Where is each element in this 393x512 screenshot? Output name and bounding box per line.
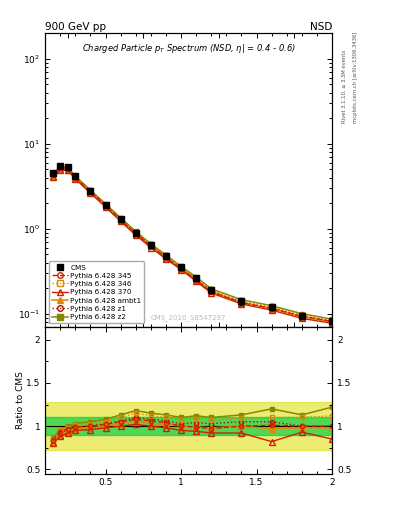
Text: 900 GeV pp: 900 GeV pp: [45, 22, 106, 32]
Bar: [45, 417, 332, 435]
Text: NSD: NSD: [310, 22, 332, 32]
Bar: [45, 402, 332, 450]
Text: Charged Particle p$_T$ Spectrum (NSD, $\eta$| = 0.4 - 0.6): Charged Particle p$_T$ Spectrum (NSD, $\…: [82, 42, 296, 55]
Text: Rivet 3.1.10, ≥ 3.3M events: Rivet 3.1.10, ≥ 3.3M events: [342, 50, 346, 123]
Text: CMS_2010_S8547297: CMS_2010_S8547297: [151, 314, 226, 321]
Legend: CMS, Pythia 6.428 345, Pythia 6.428 346, Pythia 6.428 370, Pythia 6.428 ambt1, P: CMS, Pythia 6.428 345, Pythia 6.428 346,…: [49, 261, 145, 323]
Text: mcplots.cern.ch [arXiv:1306.3436]: mcplots.cern.ch [arXiv:1306.3436]: [353, 31, 358, 123]
Y-axis label: Ratio to CMS: Ratio to CMS: [16, 371, 25, 429]
